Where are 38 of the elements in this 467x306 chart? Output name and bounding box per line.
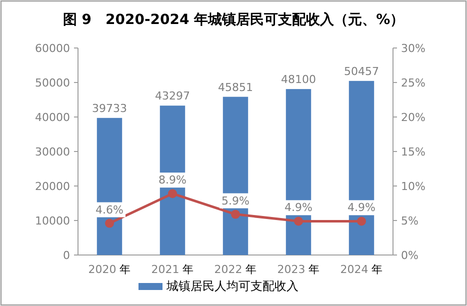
- x-tick-label: 2023 年: [277, 263, 320, 276]
- data-label: 4.6%: [96, 203, 124, 216]
- data-label: 48100: [281, 73, 316, 86]
- data-label: 43297: [155, 90, 190, 103]
- data-label: 5.9%: [222, 194, 250, 208]
- y-tick-label: 20000: [35, 180, 70, 193]
- y-tick-label: 50000: [35, 76, 70, 90]
- point: [105, 218, 114, 228]
- data-label: 50457: [344, 64, 379, 78]
- point: [294, 216, 303, 226]
- y2-tick-label: 5%: [401, 214, 418, 228]
- y2-tick-label: 15%: [401, 146, 426, 158]
- x-tick-label: 2022 年: [214, 263, 257, 276]
- bar: [286, 89, 312, 255]
- x-tick-label: 2024 年: [340, 263, 383, 276]
- y2-tick-label: 25%: [401, 76, 426, 90]
- y2-tick-label: 30%: [401, 42, 426, 55]
- point: [231, 210, 240, 219]
- data-label: 4.9%: [348, 201, 376, 214]
- y-tick-label: 60000: [35, 42, 70, 55]
- legend-label: 城镇居民人均可支配收入: [166, 279, 298, 293]
- y2-tick-label: 0%: [401, 249, 418, 262]
- y-tick-label: 0: [63, 249, 70, 262]
- data-label: 45851: [218, 80, 253, 94]
- y-tick-label: 10000: [35, 214, 70, 228]
- data-label: 39733: [92, 102, 127, 115]
- y2-tick-label: 20%: [401, 111, 426, 124]
- x-tick-label: 2020 年: [88, 263, 131, 276]
- x-tick-label: 2021 年: [151, 263, 194, 276]
- y2-tick-label: 10%: [401, 180, 426, 193]
- y-tick-label: 30000: [35, 146, 70, 158]
- data-label: 4.9%: [284, 201, 312, 214]
- chart-title: 图 9 2020-2024 年城镇居民可支配收入（元、%）: [62, 12, 404, 28]
- data-label: 8.9%: [158, 174, 186, 187]
- bar: [96, 118, 122, 255]
- point: [168, 189, 177, 198]
- y-tick-label: 40000: [35, 111, 70, 124]
- point: [357, 216, 366, 226]
